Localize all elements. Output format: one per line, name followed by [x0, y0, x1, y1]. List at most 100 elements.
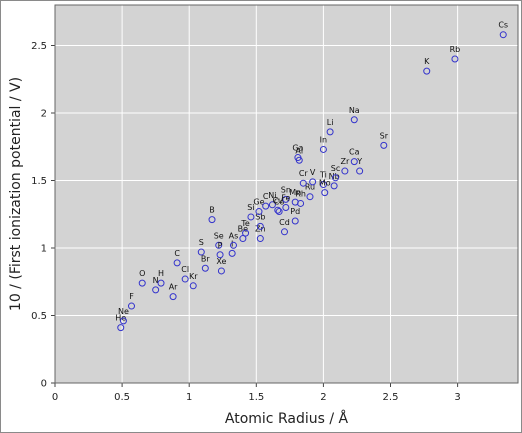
data-point-label: Xe	[216, 257, 226, 266]
data-point	[299, 179, 307, 187]
x-tick-label: 1.5	[248, 392, 264, 403]
data-point-label: Pd	[290, 207, 300, 216]
data-point-label: O	[139, 269, 145, 278]
data-point	[239, 235, 247, 243]
data-point	[228, 249, 236, 257]
data-point-label: B	[209, 206, 215, 215]
y-tick-label: 0	[41, 379, 47, 390]
data-point	[326, 128, 334, 136]
data-point-label: C	[174, 249, 180, 258]
data-point	[282, 204, 290, 211]
data-point	[262, 202, 270, 210]
data-point-label: Sn	[281, 185, 291, 194]
data-point-label: Ca	[349, 148, 360, 157]
data-point-label: V	[310, 168, 316, 177]
data-point	[138, 279, 146, 287]
data-point	[423, 67, 431, 75]
data-point-label: Ru	[305, 183, 315, 192]
data-point	[297, 199, 305, 207]
data-point	[197, 248, 205, 256]
data-point	[380, 141, 388, 149]
data-point	[280, 228, 288, 236]
data-point	[350, 158, 358, 166]
data-point	[306, 193, 314, 201]
data-point-label: Cr	[299, 169, 309, 178]
y-tick-label: 2	[41, 109, 47, 120]
data-point-label: In	[320, 135, 327, 144]
data-point	[282, 195, 290, 203]
data-point-label: Ar	[169, 283, 178, 292]
data-point	[356, 167, 364, 175]
data-point-label: Cl	[181, 265, 189, 274]
data-point-label: Si	[247, 203, 254, 212]
data-point-label: S	[199, 238, 204, 247]
data-point	[451, 55, 459, 63]
data-point-label: Al	[295, 146, 303, 155]
data-point-label: Li	[327, 118, 334, 127]
y-axis-title: 10 / (First ionization potential / V)	[8, 77, 24, 311]
data-point	[319, 145, 327, 153]
data-point	[215, 241, 223, 249]
plot-frame	[54, 4, 519, 384]
data-point	[217, 267, 225, 275]
data-point	[275, 208, 283, 216]
data-point-label: Fe	[281, 194, 290, 203]
y-tick-label: 1	[41, 244, 47, 255]
data-point	[274, 206, 282, 214]
data-point	[309, 178, 317, 186]
data-point-label: Be	[238, 225, 248, 234]
data-point	[189, 282, 197, 290]
data-point-label: Co	[274, 198, 285, 207]
data-point	[173, 259, 181, 267]
data-point	[350, 116, 358, 124]
data-point	[247, 213, 255, 221]
data-point-label: Nb	[329, 172, 340, 181]
data-point-label: As	[229, 231, 239, 240]
data-point	[152, 286, 160, 294]
data-point-label: P	[218, 241, 223, 250]
data-point	[216, 251, 224, 259]
data-point-label: Mn	[289, 188, 301, 197]
data-point	[295, 156, 303, 164]
data-point-label: N	[153, 276, 159, 285]
plot-area	[55, 5, 518, 383]
x-tick-label: 1	[186, 392, 192, 403]
data-point	[157, 279, 165, 287]
data-point	[117, 324, 125, 332]
x-tick-label: 2.5	[383, 392, 399, 403]
data-point-label: Br	[201, 254, 210, 263]
data-point-label: Mo	[319, 179, 331, 188]
x-tick-label: 3	[454, 392, 460, 403]
data-point-label: Se	[214, 231, 224, 240]
data-point-label: Na	[349, 106, 360, 115]
data-point	[331, 174, 339, 182]
data-point-label: Rb	[450, 45, 461, 54]
data-point	[208, 216, 216, 224]
data-point-label: Sr	[380, 131, 389, 140]
data-point	[181, 275, 189, 283]
data-point-label: Ti	[319, 171, 327, 180]
data-point	[127, 302, 135, 310]
data-point	[119, 317, 127, 325]
data-point-label: Sb	[255, 212, 265, 221]
data-point-label: F	[129, 292, 134, 301]
data-point-label: C	[263, 192, 269, 201]
x-tick-label: 0.5	[114, 392, 130, 403]
data-point	[499, 31, 507, 39]
x-tick-label: 0	[52, 392, 58, 403]
data-point	[268, 201, 276, 209]
data-point-label: H	[158, 269, 164, 278]
data-point-label: Y	[356, 157, 362, 166]
y-tick-label: 0.5	[31, 311, 47, 322]
data-point-label: Ge	[253, 198, 264, 207]
data-point-label: Cs	[498, 21, 508, 30]
data-point-label: Cu	[272, 196, 283, 205]
data-point-label: Zr	[340, 157, 349, 166]
data-point	[242, 229, 250, 237]
data-point	[229, 241, 237, 249]
y-tick-label: 2.5	[31, 41, 47, 52]
data-point	[341, 167, 349, 175]
data-point-label: I	[231, 239, 233, 248]
data-point	[256, 222, 264, 230]
